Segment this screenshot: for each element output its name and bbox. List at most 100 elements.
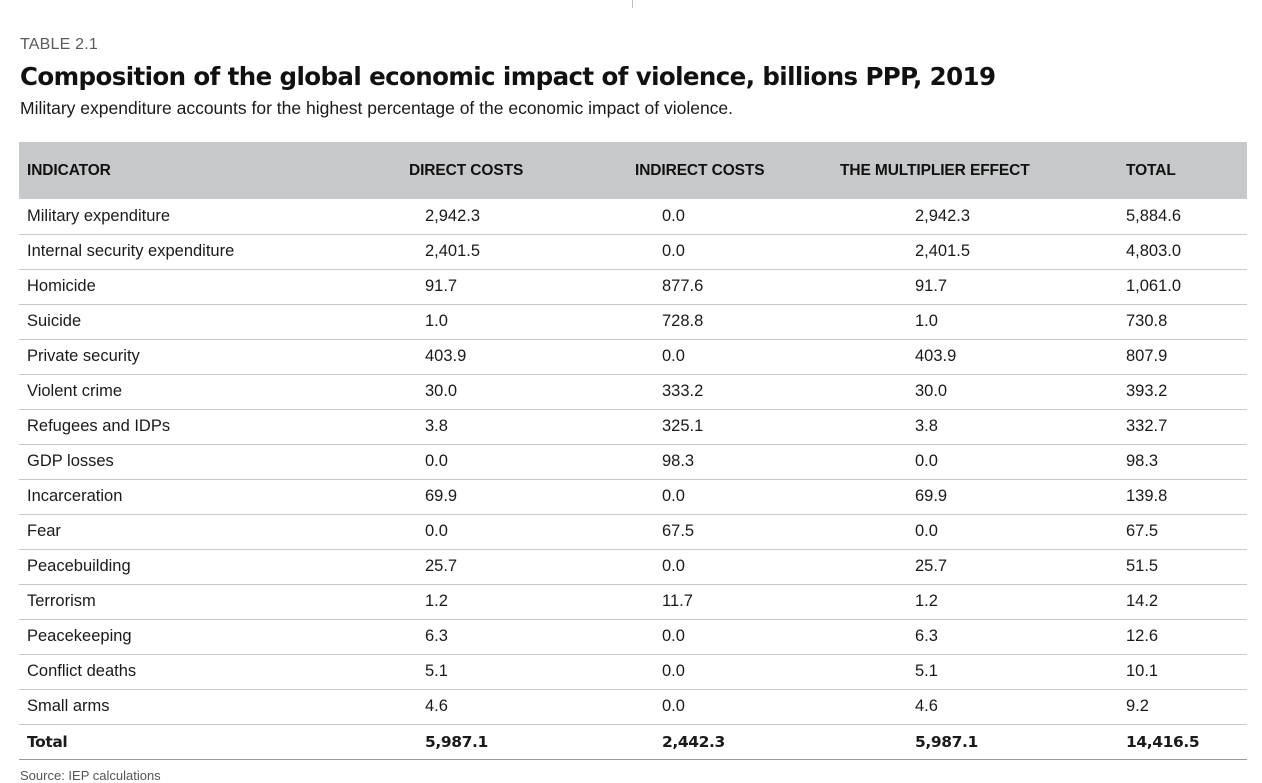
direct-costs-cell: 6.3: [386, 619, 612, 655]
table-row: Fear 0.0 67.5 0.0 67.5: [19, 514, 1247, 550]
impact-table: INDICATOR DIRECT COSTS INDIRECT COSTS TH…: [19, 142, 1247, 760]
multiplier-effect-cell: 25.7: [840, 549, 1099, 585]
total-cell: 12.6: [1099, 619, 1247, 655]
indirect-costs-cell: 728.8: [612, 304, 840, 340]
table-row: Homicide 91.7 877.6 91.7 1,061.0: [19, 269, 1247, 305]
direct-costs-cell: 2,401.5: [386, 234, 612, 270]
table-body: Military expenditure 2,942.3 0.0 2,942.3 5,8…: [19, 199, 1247, 760]
direct-costs-cell: 5.1: [386, 654, 612, 690]
total-row: Total 5,987.1 2,442.3 5,987.1 14,416.5: [19, 724, 1247, 760]
table-row: Conflict deaths 5.1 0.0 5.1 10.1: [19, 654, 1247, 690]
multiplier-effect-cell: 4.6: [840, 689, 1099, 725]
indicator-cell: Military expenditure: [19, 199, 386, 235]
top-divider-tick: [632, 0, 633, 8]
indicator-cell: Internal security expenditure: [19, 234, 386, 270]
column-header-indicator: INDICATOR: [27, 161, 111, 179]
total-cell: 393.2: [1099, 374, 1247, 410]
table-row: GDP losses 0.0 98.3 0.0 98.3: [19, 444, 1247, 480]
table-row: Terrorism 1.2 11.7 1.2 14.2: [19, 584, 1247, 620]
multiplier-effect-cell: 1.0: [840, 304, 1099, 340]
indirect-costs-cell: 11.7: [612, 584, 840, 620]
multiplier-effect-cell: 5,987.1: [840, 724, 1099, 760]
indicator-cell: Terrorism: [19, 584, 386, 620]
table-header-row: INDICATOR DIRECT COSTS INDIRECT COSTS TH…: [19, 142, 1247, 199]
multiplier-effect-cell: 2,401.5: [840, 234, 1099, 270]
multiplier-effect-cell: 2,942.3: [840, 199, 1099, 235]
table-row: Peacekeeping 6.3 0.0 6.3 12.6: [19, 619, 1247, 655]
direct-costs-cell: 4.6: [386, 689, 612, 725]
indicator-cell: Incarceration: [19, 479, 386, 515]
indicator-cell: Conflict deaths: [19, 654, 386, 690]
indirect-costs-cell: 325.1: [612, 409, 840, 445]
total-cell: 4,803.0: [1099, 234, 1247, 270]
direct-costs-cell: 30.0: [386, 374, 612, 410]
direct-costs-cell: 1.0: [386, 304, 612, 340]
multiplier-effect-cell: 69.9: [840, 479, 1099, 515]
indicator-cell: Homicide: [19, 269, 386, 305]
indicator-cell: Peacebuilding: [19, 549, 386, 585]
indirect-costs-cell: 0.0: [612, 654, 840, 690]
column-header-multiplier-effect: THE MULTIPLIER EFFECT: [840, 161, 1030, 179]
direct-costs-cell: 91.7: [386, 269, 612, 305]
indirect-costs-cell: 0.0: [612, 199, 840, 235]
indicator-cell: Private security: [19, 339, 386, 375]
direct-costs-cell: 3.8: [386, 409, 612, 445]
indicator-cell: Fear: [19, 514, 386, 550]
indirect-costs-cell: 2,442.3: [612, 724, 840, 760]
indirect-costs-cell: 0.0: [612, 549, 840, 585]
table-row: Small arms 4.6 0.0 4.6 9.2: [19, 689, 1247, 725]
multiplier-effect-cell: 91.7: [840, 269, 1099, 305]
table-subtitle: Military expenditure accounts for the hi…: [20, 98, 734, 118]
multiplier-effect-cell: 0.0: [840, 444, 1099, 480]
indicator-cell: Small arms: [19, 689, 386, 725]
column-header-indirect-costs: INDIRECT COSTS: [635, 161, 765, 179]
direct-costs-cell: 0.0: [386, 514, 612, 550]
total-cell: 14,416.5: [1099, 724, 1247, 760]
total-cell: 807.9: [1099, 339, 1247, 375]
indirect-costs-cell: 0.0: [612, 689, 840, 725]
indicator-cell: Violent crime: [19, 374, 386, 410]
indirect-costs-cell: 0.0: [612, 619, 840, 655]
total-cell: 9.2: [1099, 689, 1247, 725]
indicator-cell: Peacekeeping: [19, 619, 386, 655]
indirect-costs-cell: 333.2: [612, 374, 840, 410]
indirect-costs-cell: 0.0: [612, 234, 840, 270]
multiplier-effect-cell: 30.0: [840, 374, 1099, 410]
multiplier-effect-cell: 6.3: [840, 619, 1099, 655]
indicator-cell: GDP losses: [19, 444, 386, 480]
direct-costs-cell: 0.0: [386, 444, 612, 480]
total-cell: 51.5: [1099, 549, 1247, 585]
direct-costs-cell: 69.9: [386, 479, 612, 515]
column-header-total: TOTAL: [1126, 161, 1176, 179]
total-cell: 98.3: [1099, 444, 1247, 480]
table-row: Military expenditure 2,942.3 0.0 2,942.3 5,8…: [19, 199, 1247, 235]
multiplier-effect-cell: 403.9: [840, 339, 1099, 375]
table-row: Incarceration 69.9 0.0 69.9 139.8: [19, 479, 1247, 515]
column-header-direct-costs: DIRECT COSTS: [409, 161, 524, 179]
total-cell: 1,061.0: [1099, 269, 1247, 305]
indirect-costs-cell: 98.3: [612, 444, 840, 480]
indicator-cell: Total: [19, 724, 386, 760]
multiplier-effect-cell: 1.2: [840, 584, 1099, 620]
total-cell: 139.8: [1099, 479, 1247, 515]
table-source: Source: IEP calculations: [20, 768, 161, 783]
indirect-costs-cell: 877.6: [612, 269, 840, 305]
total-cell: 332.7: [1099, 409, 1247, 445]
direct-costs-cell: 2,942.3: [386, 199, 612, 235]
indirect-costs-cell: 0.0: [612, 339, 840, 375]
table-row: Suicide 1.0 728.8 1.0 730.8: [19, 304, 1247, 340]
table-row: Violent crime 30.0 333.2 30.0 393.2: [19, 374, 1247, 410]
total-cell: 730.8: [1099, 304, 1247, 340]
indirect-costs-cell: 0.0: [612, 479, 840, 515]
indicator-cell: Suicide: [19, 304, 386, 340]
indicator-cell: Refugees and IDPs: [19, 409, 386, 445]
direct-costs-cell: 5,987.1: [386, 724, 612, 760]
direct-costs-cell: 25.7: [386, 549, 612, 585]
total-cell: 10.1: [1099, 654, 1247, 690]
total-cell: 14.2: [1099, 584, 1247, 620]
table-row: Internal security expenditure 2,401.5 0.0 2…: [19, 234, 1247, 270]
table-label: TABLE 2.1: [20, 36, 98, 53]
table-title: Composition of the global economic impac…: [20, 62, 996, 91]
table-row: Refugees and IDPs 3.8 325.1 3.8 332.7: [19, 409, 1247, 445]
indirect-costs-cell: 67.5: [612, 514, 840, 550]
